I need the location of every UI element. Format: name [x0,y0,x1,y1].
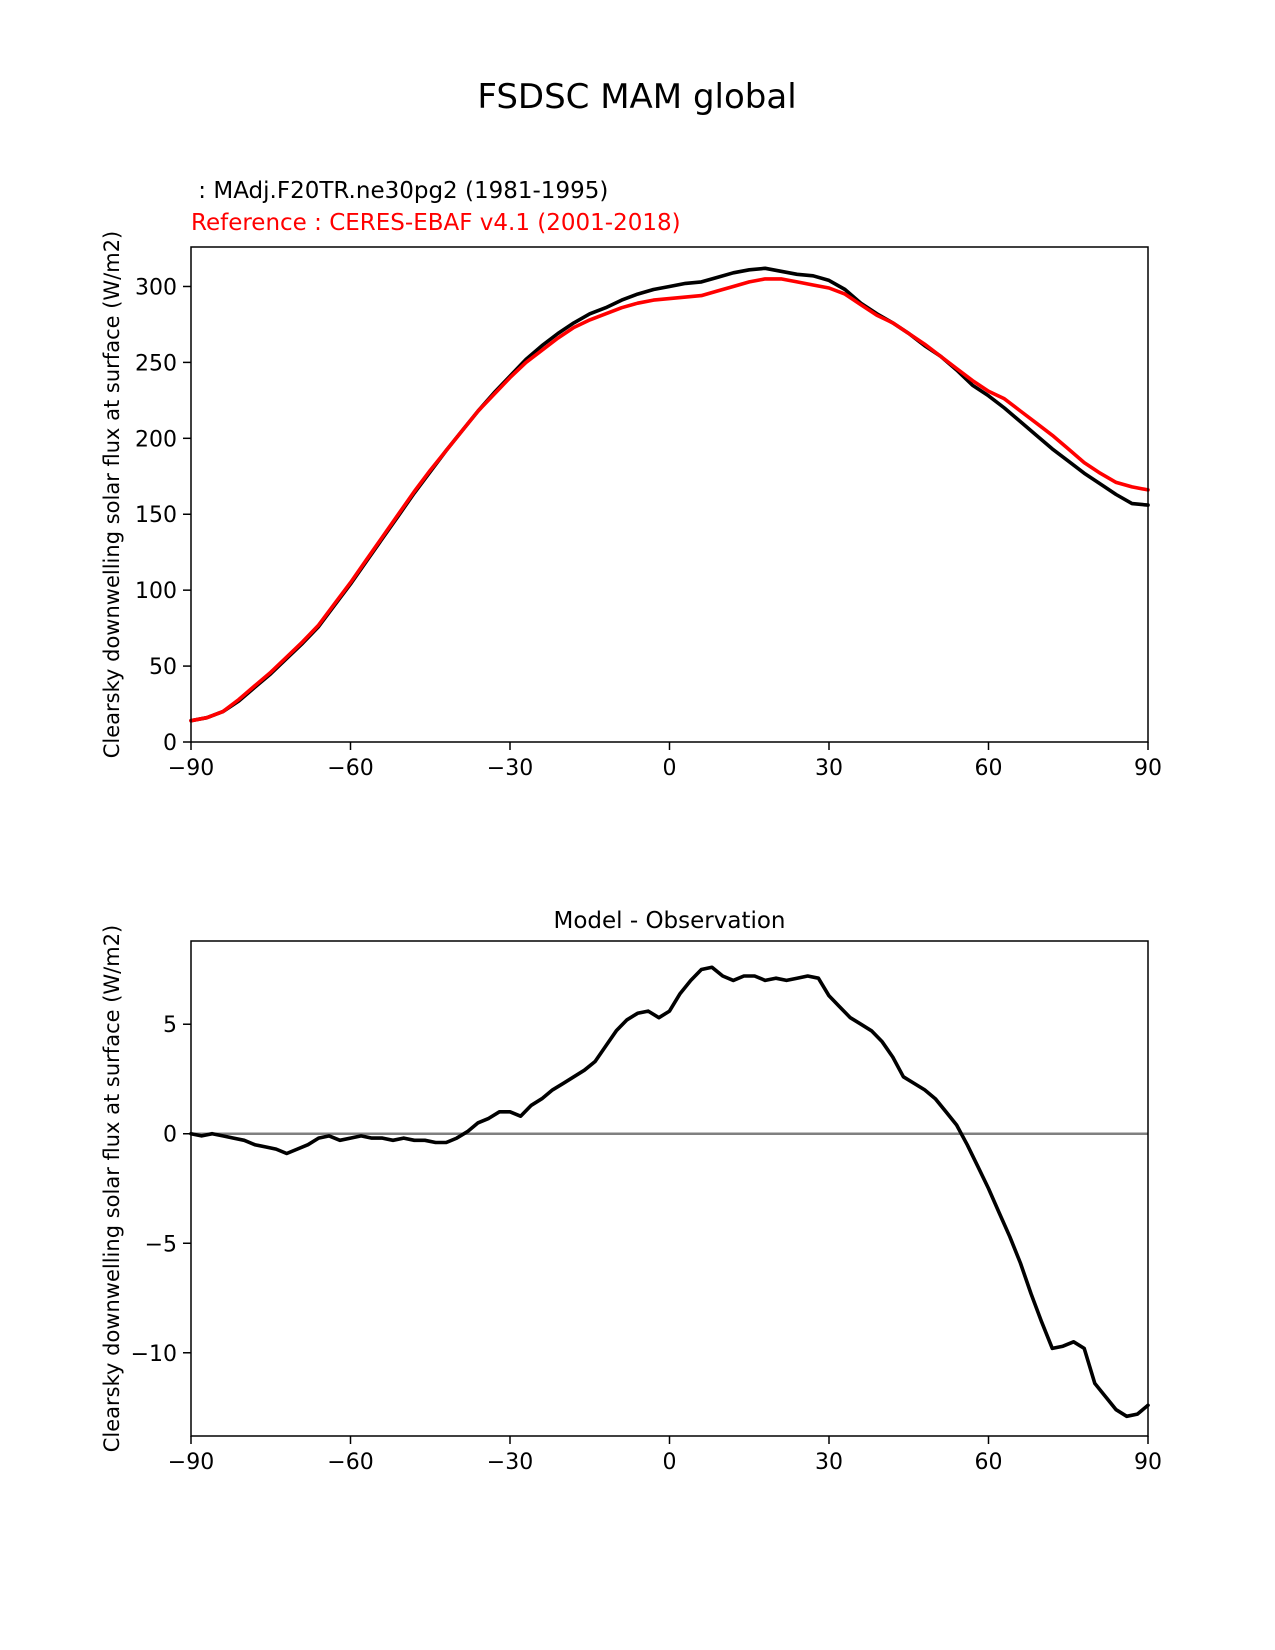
y-tick-label: −5 [145,1232,177,1257]
top-panel-flux: : MAdj.F20TR.ne30pg2 (1981-1995) Referenc… [100,178,1162,781]
x-tick-label: −60 [327,1450,373,1475]
bottom-panel-difference: Model - Observation −90 −60 −30 0 30 60 90 −10 −5… [100,908,1162,1475]
y-tick-label: 0 [163,1123,177,1148]
y-tick-label: −10 [131,1342,177,1367]
subtitle-line-1: Reference : CERES-EBAF v4.1 (2001-2018) [191,210,681,236]
x-tick-label: −60 [327,756,373,781]
x-tick-label: 0 [663,1450,677,1475]
y-tick-label: 100 [135,579,177,604]
y-axis-label: Clearsky downwelling solar flux at surfa… [100,925,124,1453]
y-axis-label: Clearsky downwelling solar flux at surfa… [100,231,124,759]
x-tick-label: 0 [663,756,677,781]
panel-title: Model - Observation [553,908,785,934]
figure-title: FSDSC MAM global [477,77,796,117]
x-tick-label: 60 [975,756,1003,781]
series-line-1 [189,277,1150,723]
x-tick-label: 90 [1134,1450,1162,1475]
x-tick-label: −30 [487,1450,533,1475]
x-tick-label: −90 [168,1450,214,1475]
x-tick-label: 30 [815,1450,843,1475]
y-tick-label: 0 [163,731,177,756]
x-tick-label: 30 [815,756,843,781]
subtitle-line-0: : MAdj.F20TR.ne30pg2 (1981-1995) [191,178,608,204]
y-tick-label: 300 [135,275,177,300]
y-tick-label: 200 [135,427,177,452]
y-tick-label: 5 [163,1013,177,1038]
x-tick-label: −30 [487,756,533,781]
x-tick-label: 60 [975,1450,1003,1475]
series-line-0 [189,965,1150,1419]
y-tick-label: 150 [135,503,177,528]
x-tick-label: −90 [168,756,214,781]
x-tick-label: 90 [1134,756,1162,781]
y-tick-label: 50 [149,655,177,680]
y-tick-label: 250 [135,351,177,376]
